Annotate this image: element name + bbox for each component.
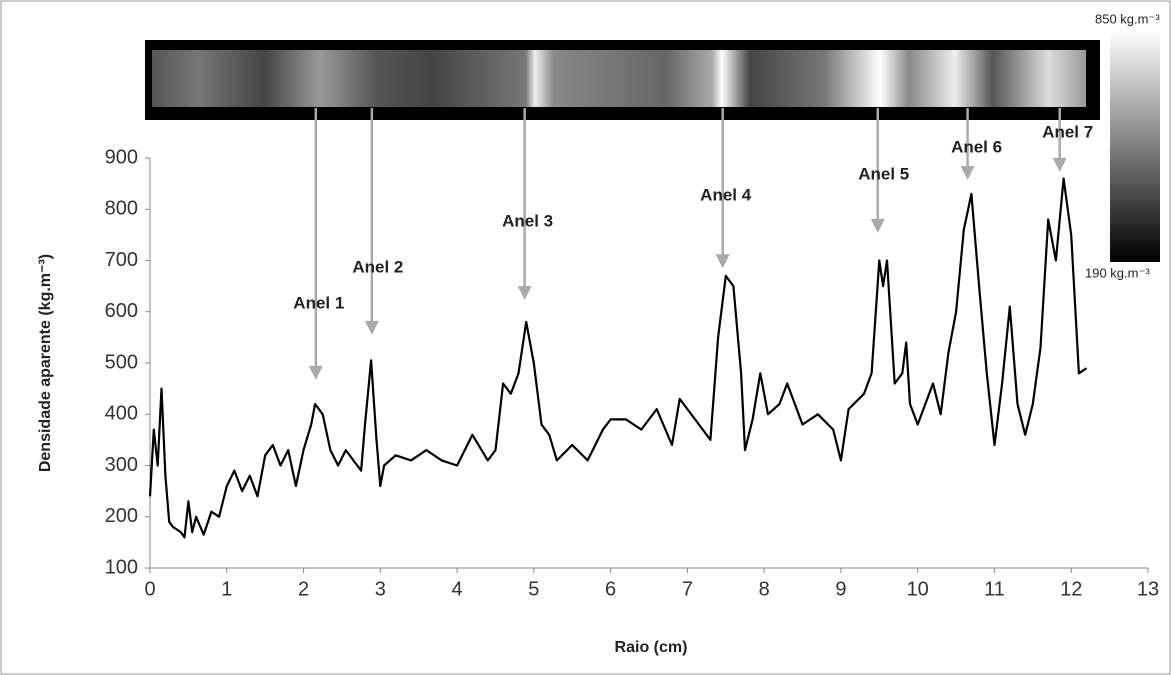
x-tick-label: 6 <box>605 578 616 600</box>
x-axis-label: Raio (cm) <box>615 639 688 656</box>
y-tick-label: 300 <box>105 454 138 476</box>
x-tick-label: 8 <box>759 578 770 600</box>
x-tick-label: 13 <box>1137 578 1159 600</box>
arrow-head <box>715 254 730 269</box>
annotation: Anel 6 <box>951 138 1002 157</box>
y-tick-label: 600 <box>105 300 138 322</box>
y-axis-label: Densidade aparente (kg.m⁻³) <box>37 254 54 472</box>
arrow-head <box>870 218 885 233</box>
data-line <box>148 177 1088 539</box>
x-tick-label: 10 <box>907 578 929 600</box>
y-tick-label: 500 <box>105 351 138 373</box>
colorbar <box>1110 30 1160 262</box>
annotation: Anel 4 <box>700 186 752 205</box>
annotation: Anel 5 <box>858 164 909 183</box>
y-tick-label: 100 <box>105 556 138 578</box>
arrow-head <box>517 285 532 300</box>
y-tick-label: 900 <box>105 146 138 168</box>
y-tick-label: 400 <box>105 403 138 425</box>
x-tick-label: 4 <box>452 578 463 600</box>
x-tick-label: 3 <box>375 578 386 600</box>
x-tick-label: 7 <box>682 578 693 600</box>
annotation: Anel 2 <box>352 257 403 276</box>
x-tick-label: 5 <box>528 578 539 600</box>
x-tick-label: 12 <box>1060 578 1082 600</box>
arrow-head <box>1052 157 1067 172</box>
y-tick-label: 200 <box>105 505 138 527</box>
y-tick-label: 700 <box>105 249 138 271</box>
x-tick-label: 0 <box>144 578 155 600</box>
x-tick-label: 9 <box>835 578 846 600</box>
y-tick-label: 800 <box>105 198 138 220</box>
colorbar-max: 850 kg.m⁻³ <box>1095 11 1160 26</box>
annotation: Anel 1 <box>293 293 344 312</box>
x-tick-label: 2 <box>298 578 309 600</box>
wood-image <box>152 50 1086 107</box>
annotation: Anel 3 <box>502 211 553 230</box>
colorbar-min: 190 kg.m⁻³ <box>1085 265 1150 280</box>
arrow-head <box>364 320 379 335</box>
annotation: Anel 7 <box>1042 122 1093 141</box>
x-tick-label: 11 <box>984 578 1005 600</box>
arrow-head <box>960 166 975 181</box>
arrow-head <box>308 365 323 380</box>
x-tick-label: 1 <box>221 578 232 600</box>
